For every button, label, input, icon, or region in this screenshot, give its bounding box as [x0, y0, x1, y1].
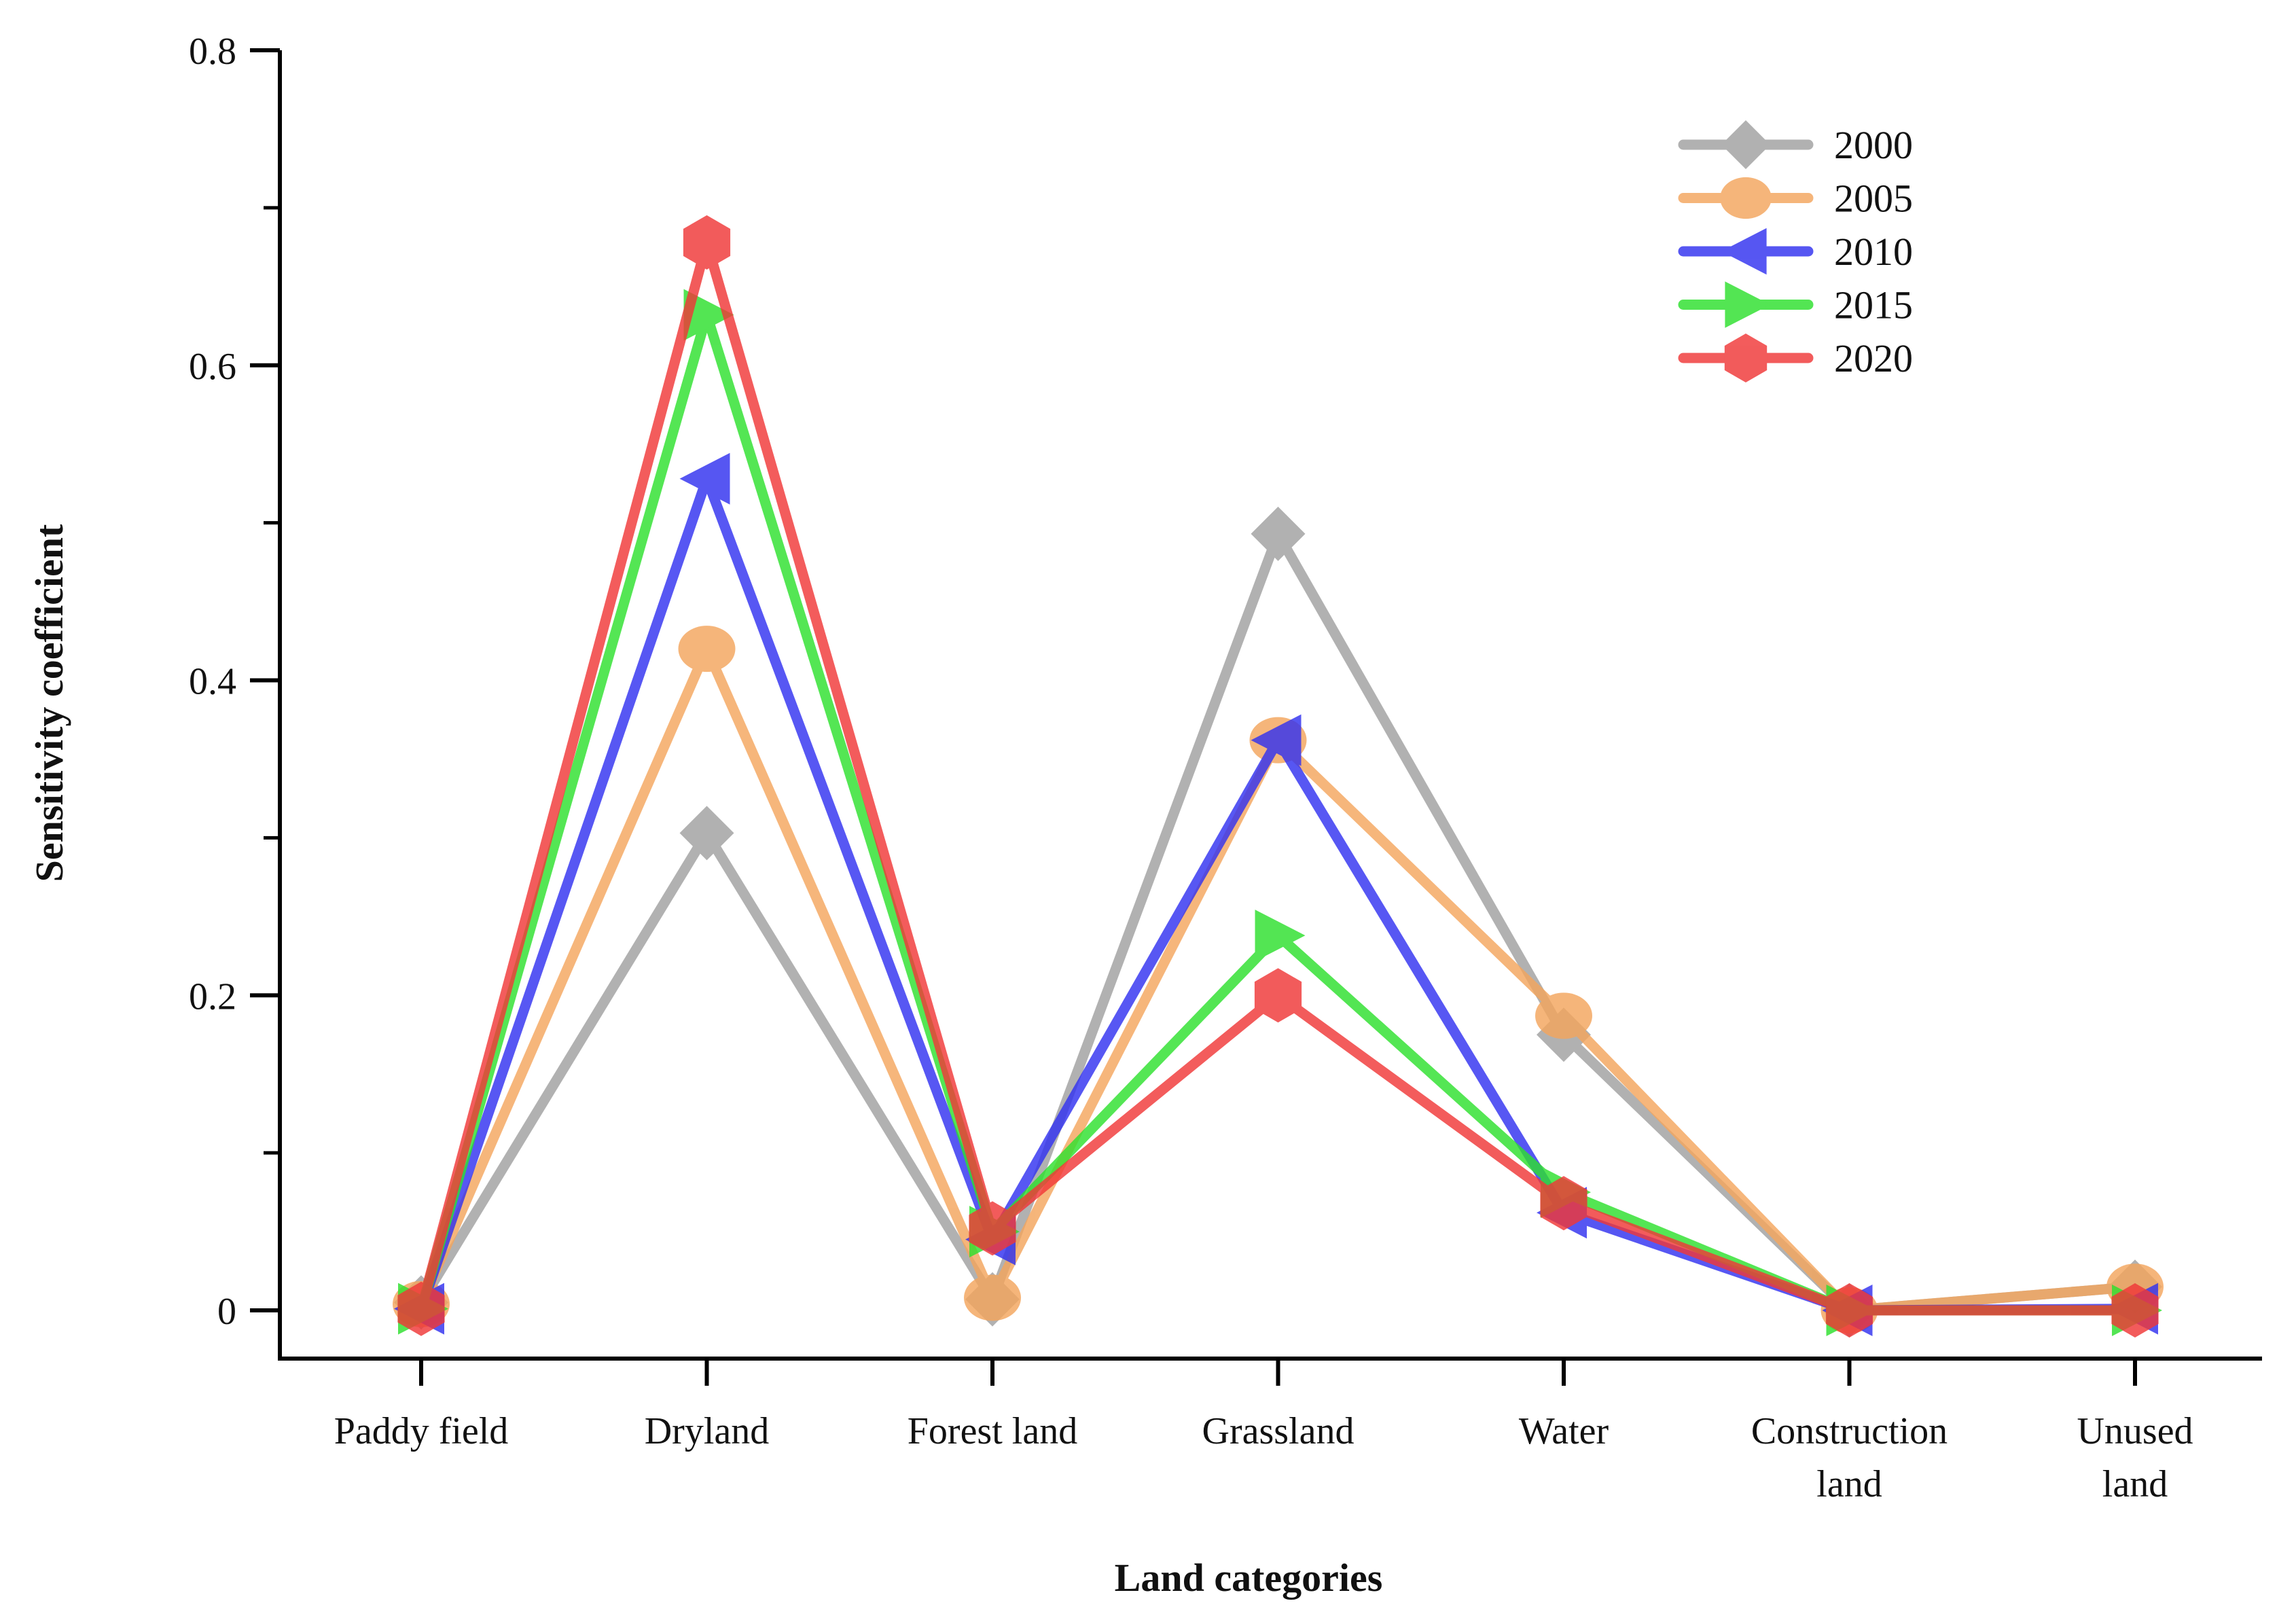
x-tick-label-4: Water: [1519, 1410, 1609, 1452]
legend-marker-2000: [1721, 120, 1770, 169]
y-tick-label-4: 0.8: [189, 31, 236, 73]
y-tick-label-3: 0.6: [189, 346, 236, 388]
series-line-2015: [416, 310, 2140, 1316]
point-2020-5: [1825, 1283, 1873, 1338]
point-2005-2: [964, 1274, 1021, 1321]
point-2000-3: [1251, 506, 1306, 561]
point-2015-3: [1255, 910, 1306, 962]
legend-marker-2005: [1720, 177, 1772, 219]
legend-item-2010: [1678, 228, 1814, 275]
legend-label-2015: 2015: [1834, 283, 1913, 327]
series-2020: [397, 215, 2159, 1338]
legend-marker-2010: [1721, 228, 1767, 275]
legend-label-2010: 2010: [1834, 230, 1913, 274]
point-2000-1: [679, 806, 734, 861]
y-axis-title: Sensitivity coefficient: [27, 524, 71, 882]
point-2010-1: [679, 452, 730, 505]
x-tick-label-1: Dryland: [645, 1410, 770, 1452]
legend-item-2005: [1678, 177, 1814, 219]
x-axis-title: Land categories: [1115, 1556, 1383, 1600]
point-2020-6: [2111, 1283, 2159, 1338]
point-2020-0: [397, 1281, 445, 1336]
x-tick-label-6: Unused land: [2077, 1410, 2193, 1505]
x-tick-label-2: Forest land: [908, 1410, 1077, 1452]
point-2015-1: [683, 289, 734, 341]
series-2010: [394, 452, 2158, 1336]
point-2005-4: [1535, 992, 1592, 1039]
axes: 0 0.2 0.4 0.6 0.8 Paddy field Dryland Forest la…: [189, 31, 2262, 1505]
legend-marker-2020: [1724, 334, 1768, 382]
legend-label-2005: 2005: [1834, 177, 1913, 221]
legend: 2000 2005 2010 2015 2020: [1678, 120, 1913, 382]
y-tick-label-0: 0: [217, 1291, 236, 1333]
point-2005-1: [678, 626, 736, 672]
legend-item-2020: [1678, 334, 1814, 382]
series-2015: [398, 289, 2162, 1336]
point-2020-2: [969, 1201, 1016, 1256]
x-tick-label-3: Grassland: [1202, 1410, 1355, 1452]
legend-marker-2015: [1725, 281, 1770, 328]
point-2020-1: [683, 215, 731, 270]
series-line-2010: [416, 473, 2140, 1316]
x-tick-label-0: Paddy field: [334, 1410, 509, 1452]
legend-item-2015: [1678, 281, 1814, 328]
point-2020-3: [1254, 968, 1302, 1023]
legend-item-2000: [1678, 120, 1814, 169]
point-2020-4: [1540, 1176, 1588, 1231]
x-tick-label-5: Construction land: [1751, 1410, 1948, 1505]
y-tick-label-2: 0.4: [189, 661, 236, 703]
legend-label-2000: 2000: [1834, 123, 1913, 167]
series-layer: [393, 215, 2164, 1338]
legend-label-2020: 2020: [1834, 336, 1913, 380]
y-tick-label-1: 0.2: [189, 975, 236, 1018]
point-2010-3: [1251, 714, 1302, 766]
